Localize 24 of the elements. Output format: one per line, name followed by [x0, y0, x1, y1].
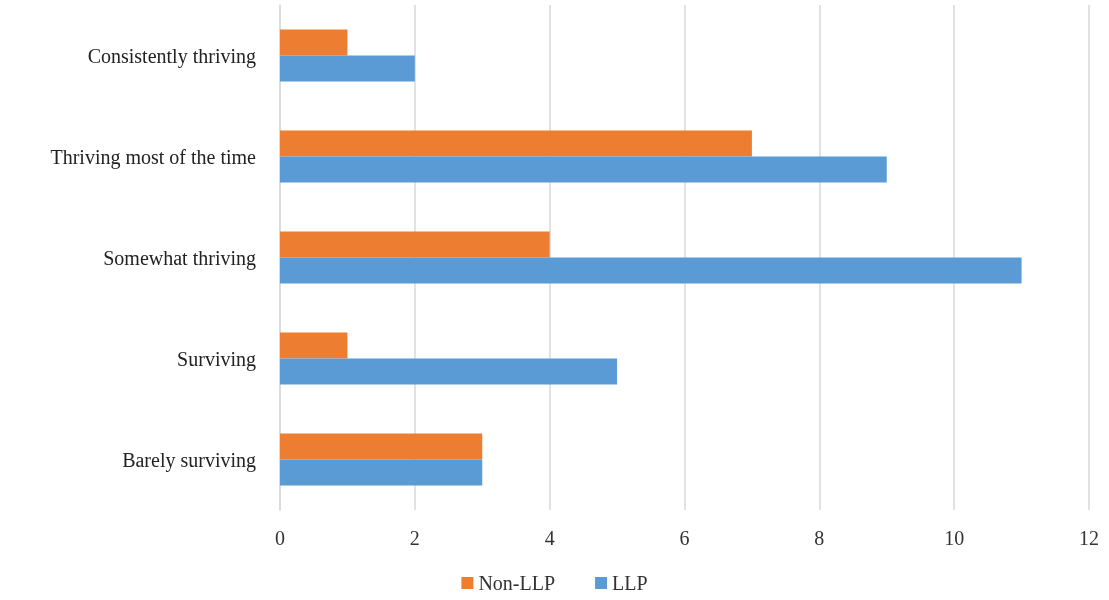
bar — [280, 55, 415, 82]
bar — [280, 130, 752, 157]
x-tick-label: 4 — [544, 527, 555, 549]
legend-label: Non-LLP — [478, 572, 556, 594]
bar — [280, 231, 550, 258]
y-tick-label: Consistently thriving — [87, 44, 256, 68]
x-tick-label: 12 — [1079, 527, 1099, 549]
y-tick-label: Barely surviving — [122, 448, 256, 472]
x-tick-label: 6 — [679, 527, 690, 549]
bar — [280, 29, 348, 56]
legend-label: LLP — [612, 572, 648, 594]
bar — [280, 433, 483, 460]
y-tick-label: Thriving most of the time — [50, 145, 257, 169]
bar — [280, 257, 1022, 284]
x-tick-label: 10 — [944, 527, 965, 549]
bar — [280, 459, 483, 486]
x-tick-label: 2 — [409, 527, 420, 549]
x-tick-label: 0 — [275, 527, 285, 549]
y-tick-label: Surviving — [177, 347, 256, 371]
bar — [280, 332, 348, 359]
y-tick-label: Somewhat thriving — [103, 246, 256, 270]
x-tick-label: 8 — [814, 527, 825, 549]
bar — [280, 156, 887, 183]
bar — [280, 358, 618, 385]
